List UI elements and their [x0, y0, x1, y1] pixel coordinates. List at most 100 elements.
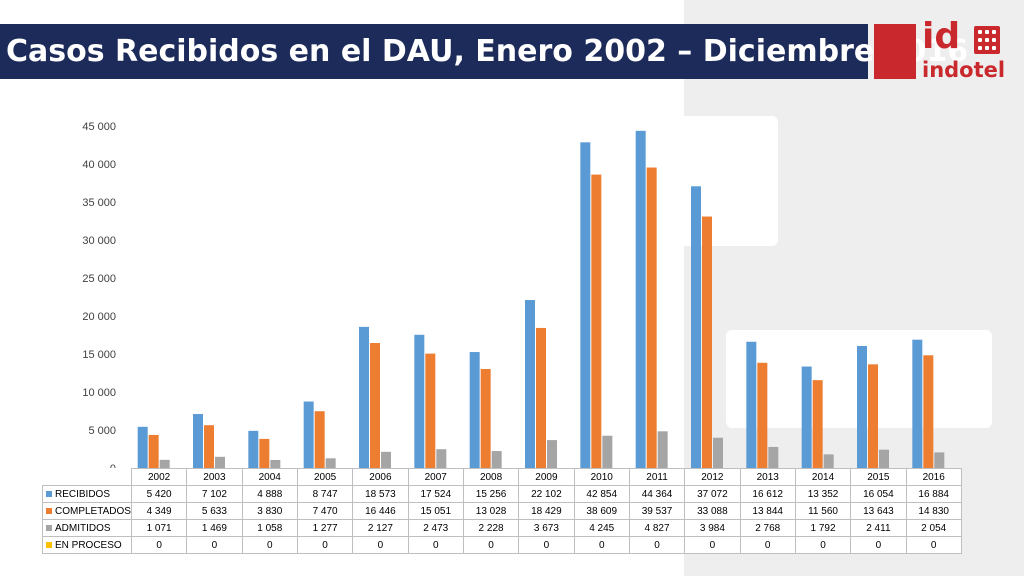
y-tick-label: 25 000 — [82, 273, 116, 285]
bar-recibidos-2002 — [137, 426, 148, 468]
title-bar: Casos Recibidos en el DAU, Enero 2002 – … — [0, 24, 968, 79]
bar-completados-2012 — [702, 216, 712, 468]
bar-admitidos-2002 — [159, 459, 170, 468]
data-label: 0 — [739, 536, 796, 554]
bar-recibidos-2012 — [691, 186, 701, 468]
table-row: COMPLETADOS 4 349 5 633 3 830 7 470 16 446 15 … — [42, 502, 962, 520]
data-label: 13 844 — [739, 502, 796, 520]
category-label: 2014 — [794, 468, 852, 486]
data-label: 1 071 — [130, 519, 188, 537]
legend-swatch — [46, 524, 52, 531]
data-label: 1 058 — [241, 519, 298, 537]
logo-grid-icon — [974, 26, 1000, 54]
data-label: 33 088 — [684, 502, 741, 520]
bar-recibidos-2013 — [746, 341, 757, 468]
data-label: 16 612 — [739, 485, 796, 503]
bar-admitidos-2016 — [934, 452, 945, 468]
logo-wordmark: indotel — [922, 58, 1006, 82]
data-label: 39 537 — [628, 502, 686, 520]
legend-entry: RECIBIDOS — [42, 485, 132, 503]
y-tick-label: 45 000 — [82, 121, 116, 133]
data-label: 0 — [684, 536, 741, 554]
legend-swatch — [46, 541, 52, 548]
legend-swatch — [46, 490, 52, 497]
bar-completados-2007 — [425, 353, 436, 468]
data-label: 18 429 — [518, 502, 575, 520]
data-label: 15 051 — [407, 502, 464, 520]
category-label: 2008 — [462, 468, 520, 486]
data-label: 5 420 — [130, 485, 188, 503]
data-label: 11 560 — [794, 502, 852, 520]
chart-data-table: 2002 2003 2004 2005 2006 2007 2008 2009 2010 2011… — [42, 468, 962, 554]
y-tick-label: 40 000 — [82, 159, 116, 171]
data-label: 17 524 — [407, 485, 464, 503]
data-label: 2 054 — [905, 519, 962, 537]
bar-recibidos-2010 — [580, 142, 591, 468]
category-label: 2004 — [241, 468, 298, 486]
bar-admitidos-2015 — [879, 449, 889, 468]
bar-admitidos-2013 — [768, 446, 779, 468]
data-label: 2 127 — [352, 519, 409, 537]
bar-completados-2011 — [646, 167, 657, 468]
data-label: 0 — [462, 536, 520, 554]
data-label: 1 277 — [296, 519, 354, 537]
bar-recibidos-2016 — [912, 339, 923, 468]
category-label: 2007 — [407, 468, 464, 486]
bar-completados-2015 — [868, 364, 878, 468]
series-name: ADMITIDOS — [55, 522, 111, 534]
data-label: 0 — [186, 536, 243, 554]
slide-title: Casos Recibidos en el DAU, Enero 2002 – … — [6, 34, 969, 69]
data-label: 22 102 — [518, 485, 575, 503]
data-label: 2 768 — [739, 519, 796, 537]
data-label: 0 — [407, 536, 464, 554]
bar-admitidos-2004 — [270, 459, 281, 468]
bar-recibidos-2006 — [359, 326, 369, 468]
data-label: 13 352 — [794, 485, 852, 503]
legend-swatch — [46, 507, 52, 514]
y-tick-label: 30 000 — [82, 235, 116, 247]
data-label: 4 245 — [573, 519, 630, 537]
data-label: 0 — [130, 536, 188, 554]
y-tick-label: 10 000 — [82, 387, 116, 399]
data-label: 0 — [905, 536, 962, 554]
data-label: 5 633 — [186, 502, 243, 520]
category-label: 2006 — [352, 468, 409, 486]
data-label: 37 072 — [684, 485, 741, 503]
data-label: 3 830 — [241, 502, 298, 520]
bar-recibidos-2008 — [469, 352, 480, 468]
data-label: 4 888 — [241, 485, 298, 503]
data-label: 38 609 — [573, 502, 630, 520]
data-label: 0 — [296, 536, 354, 554]
legend-entry: ADMITIDOS — [42, 519, 132, 537]
category-label: 2009 — [518, 468, 575, 486]
data-label: 16 054 — [850, 485, 907, 503]
legend-entry: EN PROCESO — [42, 536, 132, 554]
bar-recibidos-2005 — [303, 401, 314, 468]
data-label: 2 473 — [407, 519, 464, 537]
data-label: 0 — [518, 536, 575, 554]
category-label: 2016 — [905, 468, 962, 486]
bar-recibidos-2007 — [414, 334, 425, 468]
table-corner — [42, 468, 132, 486]
category-label: 2011 — [628, 468, 686, 486]
data-label: 0 — [850, 536, 907, 554]
bar-recibidos-2014 — [801, 366, 812, 468]
data-label: 4 349 — [130, 502, 188, 520]
indotel-logo: id indotel — [922, 16, 1006, 86]
y-tick-label: 35 000 — [82, 197, 116, 209]
data-label: 16 884 — [905, 485, 962, 503]
data-label: 0 — [794, 536, 852, 554]
data-label: 0 — [573, 536, 630, 554]
data-label: 18 573 — [352, 485, 409, 503]
bar-admitidos-2010 — [602, 435, 613, 468]
category-label: 2015 — [850, 468, 907, 486]
bar-completados-2002 — [148, 434, 159, 468]
y-tick-label: 15 000 — [82, 349, 116, 361]
data-label: 0 — [241, 536, 298, 554]
bar-admitidos-2008 — [491, 451, 502, 468]
bar-admitidos-2005 — [325, 458, 336, 468]
data-label: 16 446 — [352, 502, 409, 520]
data-label: 0 — [628, 536, 686, 554]
bar-completados-2003 — [204, 425, 214, 468]
y-tick-label: 20 000 — [82, 311, 116, 323]
